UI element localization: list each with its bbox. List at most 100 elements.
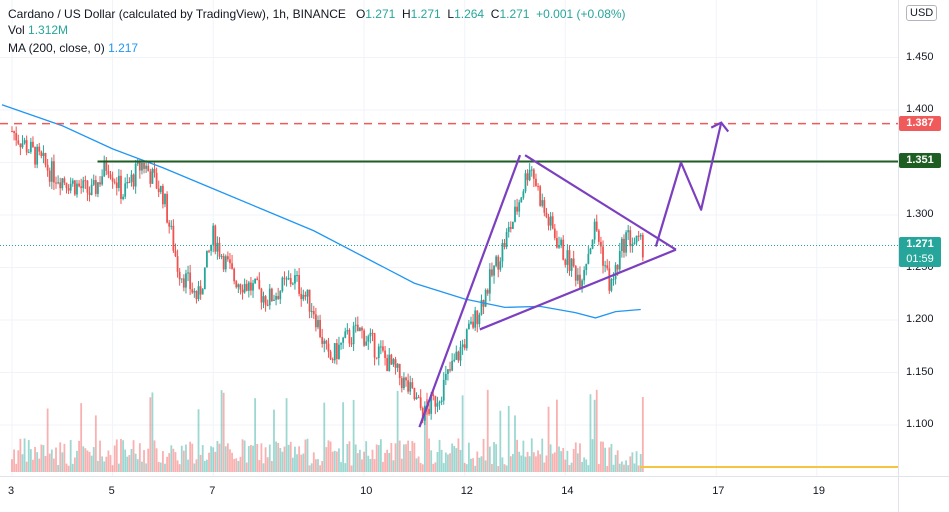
currency-button[interactable]: USD: [906, 5, 938, 21]
volume-bar: [478, 457, 481, 472]
candle-body: [201, 289, 204, 295]
volume-bar: [166, 456, 168, 472]
volume-bar: [474, 465, 477, 472]
volume-bar: [463, 462, 466, 472]
volume-bar: [620, 461, 623, 472]
candle-body: [216, 242, 219, 252]
volume-bar: [352, 399, 355, 472]
candle-body: [113, 181, 116, 183]
volume-bar: [562, 447, 565, 472]
candle-body: [143, 162, 145, 169]
volume-bar: [260, 443, 263, 472]
volume-bar: [266, 457, 269, 472]
candle-body: [153, 168, 156, 173]
volume-bar: [270, 460, 273, 472]
candle-body: [189, 272, 192, 290]
price-chart-svg[interactable]: [0, 0, 898, 476]
candle-body: [564, 259, 567, 265]
forecast-path-line: [654, 122, 723, 247]
candle-body: [36, 146, 39, 165]
volume-bar: [218, 443, 221, 472]
candle-body: [497, 256, 500, 270]
volume-bar: [11, 459, 13, 472]
time-axis[interactable]: [0, 476, 898, 512]
volume-bar: [635, 451, 638, 472]
ma-legend[interactable]: MA (200, close, 0) 1.217: [8, 40, 138, 56]
date-tick-label: 19: [812, 485, 826, 497]
volume-bar: [50, 449, 53, 472]
volume-bar: [576, 453, 579, 472]
current-price-value: 1.271: [906, 238, 934, 251]
volume-bar: [174, 452, 177, 472]
volume-bar: [29, 449, 32, 472]
candle-body: [170, 225, 173, 227]
volume-bar: [386, 449, 389, 472]
date-tick-label: 17: [712, 485, 725, 497]
volume-bar: [109, 455, 112, 472]
candle-body: [461, 344, 464, 348]
volume-bar: [122, 440, 124, 472]
volume-bar: [294, 446, 296, 472]
volume-bar: [268, 444, 271, 472]
volume-bar: [411, 440, 414, 472]
volume-bar: [438, 439, 441, 472]
drawn-patterns: [418, 121, 730, 428]
volume-bar: [90, 455, 93, 472]
volume-bar: [67, 465, 70, 472]
volume-bar: [568, 464, 571, 472]
volume-bar: [279, 448, 282, 472]
volume-bar: [113, 445, 116, 472]
chart-plot-area[interactable]: [0, 0, 898, 476]
volume-bar: [275, 441, 277, 472]
candle-body: [507, 227, 510, 232]
symbol-legend[interactable]: Cardano / US Dollar (calculated by Tradi…: [8, 6, 626, 22]
volume-bar: [459, 449, 462, 472]
candle-body: [331, 359, 334, 361]
candle-body: [610, 279, 613, 291]
volume-bar: [384, 452, 386, 472]
candle-body: [505, 231, 508, 247]
candle-body: [576, 274, 579, 281]
candle-body: [604, 265, 607, 267]
volume-bar: [99, 440, 101, 472]
volume-bar: [398, 440, 401, 472]
volume-bar: [245, 462, 248, 472]
volume-bar: [432, 463, 435, 472]
candle-body: [65, 182, 68, 189]
candle-body: [472, 321, 474, 328]
candle-body: [581, 280, 583, 289]
volume-bar: [210, 446, 213, 472]
candle-body: [229, 259, 231, 264]
candle-body: [294, 275, 296, 284]
volume-bar: [164, 463, 166, 472]
volume-bar: [436, 452, 439, 472]
volume-bar: [338, 448, 340, 472]
volume-bar: [203, 460, 206, 472]
volume-bar: [455, 448, 458, 472]
candle-body: [103, 160, 106, 177]
volume-bar: [625, 460, 627, 472]
volume-bar: [143, 450, 145, 472]
candle-body: [635, 235, 638, 243]
candle-body: [291, 283, 294, 285]
candle-body: [386, 357, 389, 372]
volume-bar: [59, 442, 62, 472]
candle-body: [350, 343, 353, 345]
open-value: 1.271: [365, 7, 396, 21]
candle-body: [312, 311, 315, 315]
candle-body: [151, 168, 154, 184]
volume-bar: [614, 454, 617, 472]
volume-bar: [524, 456, 527, 472]
candle-body: [302, 294, 305, 300]
volume-bar: [302, 453, 305, 472]
volume-bar: [394, 443, 397, 472]
volume-bar: [467, 442, 470, 472]
candle-body: [409, 382, 412, 392]
volume-legend[interactable]: Vol 1.312M: [8, 22, 68, 38]
volume-bar: [470, 458, 472, 472]
volume-bar: [298, 446, 301, 472]
candle-body: [86, 180, 89, 193]
volume-bar: [541, 438, 544, 472]
volume-bar: [503, 464, 506, 472]
candle-body: [526, 173, 529, 181]
